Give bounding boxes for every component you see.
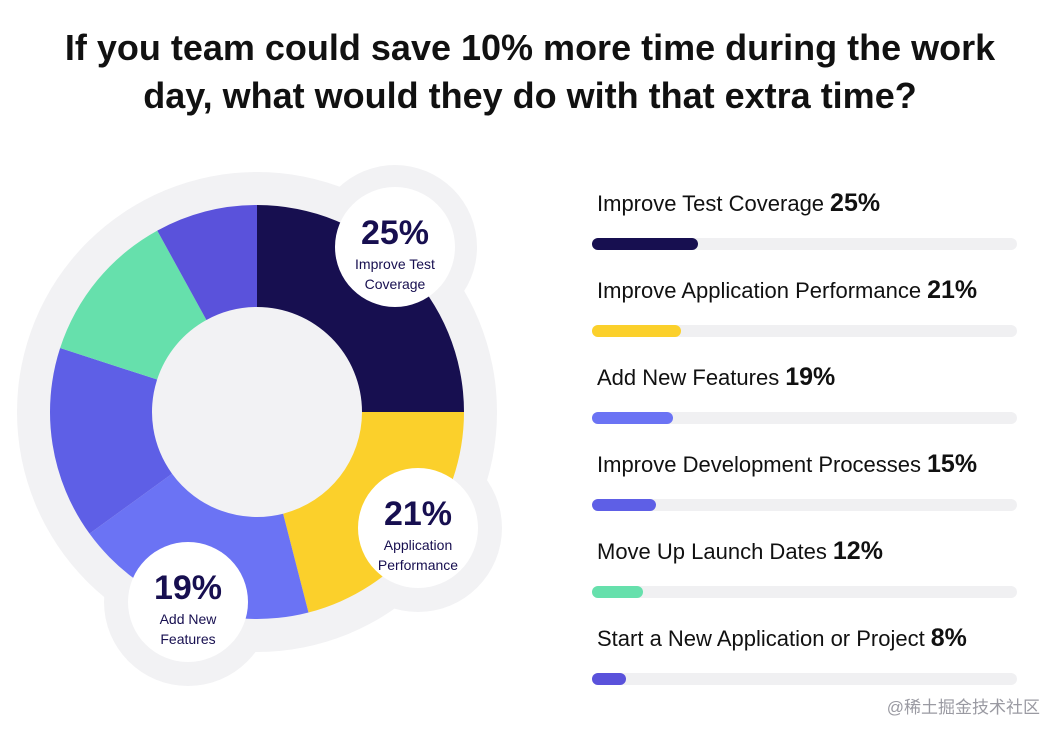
bar-track — [592, 325, 1017, 337]
bar-fill — [592, 499, 656, 511]
callout-percent: 21% — [384, 495, 452, 533]
bar-row-improve-test-coverage: Improve Test Coverage 25% — [592, 190, 1019, 250]
bar-label-text: Move Up Launch Dates — [597, 539, 827, 564]
bar-row-improve-development-processes: Improve Development Processes 15% — [592, 451, 1019, 511]
chart-title: If you team could save 10% more time dur… — [0, 24, 1060, 120]
bar-fill — [592, 673, 626, 685]
callout-label-line-2: Performance — [378, 557, 458, 573]
callout-label-line-2: Coverage — [365, 276, 426, 292]
bar-fill — [592, 325, 681, 337]
donut-chart: 25% Improve Test Coverage 21% Application Per… — [17, 165, 502, 686]
callout-bubble — [358, 468, 478, 588]
bar-percent: 12% — [832, 537, 883, 565]
donut-slice-move-up-launch-dates — [60, 230, 207, 380]
bar-percent: 19% — [785, 363, 836, 391]
bar-fill — [592, 412, 673, 424]
callout-bubble — [128, 542, 248, 662]
bar-row-add-new-features: Add New Features 19% — [592, 364, 1019, 424]
bar-label: Improve Application Performance 21% — [597, 277, 1019, 304]
callout-label-line-1: Improve Test — [355, 256, 435, 272]
bar-label-text: Start a New Application or Project — [597, 626, 925, 651]
bar-label: Move Up Launch Dates 12% — [597, 538, 1019, 565]
bar-label-text: Improve Development Processes — [597, 452, 922, 477]
bar-row-improve-application-performance: Improve Application Performance 21% — [592, 277, 1019, 337]
callout-bubble — [335, 187, 455, 307]
bar-label: Start a New Application or Project 8% — [597, 625, 1019, 652]
bar-fill — [592, 586, 643, 598]
donut-slice-start-a-new-application-or-project — [157, 205, 257, 320]
bar-fill — [592, 238, 698, 250]
bar-track — [592, 238, 1017, 250]
callout-percent: 25% — [361, 214, 429, 252]
callout-add-new-features: 19% Add New Features — [128, 542, 248, 662]
bar-row-move-up-launch-dates: Move Up Launch Dates 12% — [592, 538, 1019, 598]
bar-label: Improve Test Coverage 25% — [597, 190, 1019, 217]
callout-label-line-2: Features — [160, 631, 215, 647]
callout-percent: 19% — [154, 569, 222, 607]
bar-percent: 21% — [927, 276, 978, 304]
chart-title-line-1: If you team could save 10% more time dur… — [64, 27, 996, 68]
chart-title-line-2: day, what would they do with that extra … — [143, 75, 917, 116]
callout-application-performance: 21% Application Performance — [358, 468, 478, 588]
callout-label-line-1: Application — [384, 537, 453, 553]
bar-label: Add New Features 19% — [597, 364, 1019, 391]
bar-track — [592, 673, 1017, 685]
bar-label: Improve Development Processes 15% — [597, 451, 1019, 478]
bar-track — [592, 412, 1017, 424]
bar-percent: 15% — [927, 450, 978, 478]
bar-percent: 8% — [930, 624, 967, 652]
callout-improve-test-coverage: 25% Improve Test Coverage — [335, 187, 455, 307]
donut-slice-improve-development-processes — [50, 348, 173, 534]
donut-slice-improve-test-coverage — [257, 205, 464, 412]
watermark: @稀土掘金技术社区 — [886, 698, 1040, 717]
bar-track — [592, 499, 1017, 511]
bar-row-start-a-new-application-or-project: Start a New Application or Project 8% — [592, 625, 1019, 685]
callout-label-line-1: Add New — [160, 611, 218, 627]
bar-track — [592, 586, 1017, 598]
bar-percent: 25% — [830, 189, 881, 217]
bar-label-text: Improve Application Performance — [597, 278, 922, 303]
bar-label-text: Add New Features — [597, 365, 780, 390]
bar-label-text: Improve Test Coverage — [597, 191, 825, 216]
